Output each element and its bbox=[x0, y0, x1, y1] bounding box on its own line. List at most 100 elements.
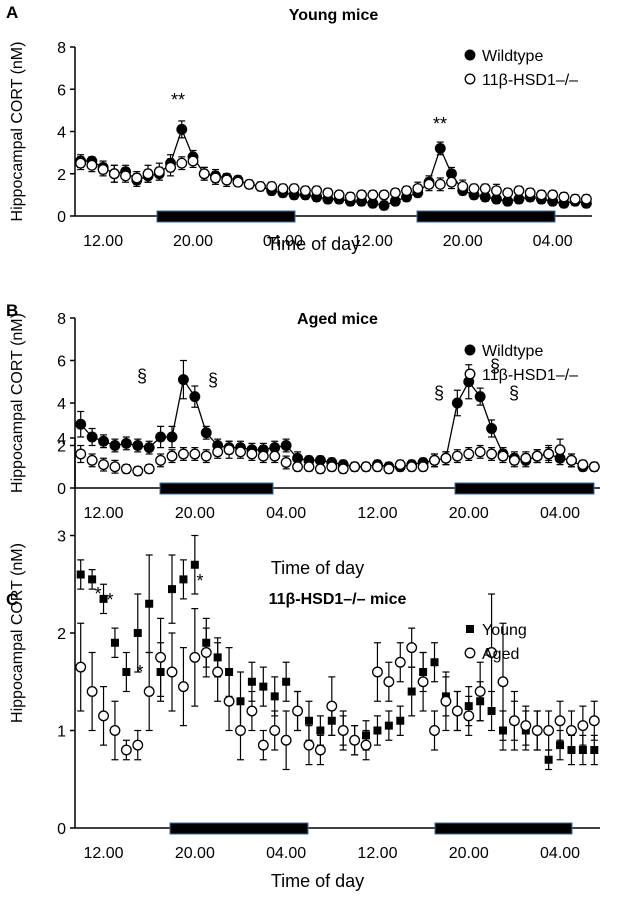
data-point bbox=[75, 157, 87, 169]
data-point bbox=[143, 442, 155, 454]
data-point bbox=[179, 575, 188, 584]
data-point bbox=[189, 448, 201, 460]
data-point bbox=[487, 707, 496, 715]
data-point bbox=[556, 741, 565, 750]
data-point bbox=[176, 157, 188, 169]
data-point bbox=[155, 454, 167, 466]
data-point bbox=[243, 178, 255, 190]
data-point bbox=[177, 681, 189, 693]
y-tick-label: 1 bbox=[57, 724, 66, 741]
data-point bbox=[451, 450, 463, 462]
data-point bbox=[246, 705, 258, 717]
data-point bbox=[259, 682, 268, 691]
data-point bbox=[371, 666, 383, 678]
significance-mark: ** bbox=[171, 90, 185, 110]
data-point bbox=[235, 725, 246, 736]
data-point bbox=[200, 427, 212, 439]
data-point bbox=[577, 459, 589, 471]
data-point bbox=[333, 189, 345, 201]
data-point bbox=[246, 448, 258, 460]
x-tick-label: 20.00 bbox=[443, 233, 483, 250]
data-point bbox=[520, 452, 532, 464]
legend-marker bbox=[464, 647, 476, 659]
data-point bbox=[434, 178, 446, 190]
significance-mark: § bbox=[509, 383, 519, 403]
data-point bbox=[225, 668, 234, 676]
y-tick-label: 6 bbox=[57, 82, 66, 99]
data-point bbox=[189, 391, 201, 403]
data-point bbox=[99, 594, 108, 603]
data-point bbox=[491, 185, 502, 197]
data-point bbox=[429, 454, 440, 466]
y-tick-label: 8 bbox=[57, 311, 66, 328]
data-point bbox=[406, 461, 418, 473]
data-point bbox=[235, 446, 246, 458]
data-point bbox=[337, 725, 349, 736]
data-point bbox=[406, 642, 418, 654]
y-axis-label: Hippocampal CORT (nM) bbox=[9, 42, 26, 222]
data-point bbox=[75, 661, 87, 673]
data-point bbox=[396, 716, 405, 725]
data-point bbox=[383, 463, 395, 475]
data-point bbox=[132, 465, 144, 477]
y-tick-label: 3 bbox=[57, 529, 66, 546]
data-point bbox=[479, 183, 491, 194]
x-tick-label: 12.00 bbox=[357, 845, 397, 862]
significance-mark: § bbox=[208, 370, 218, 390]
data-point bbox=[531, 725, 543, 736]
dark-phase-bar bbox=[434, 822, 573, 835]
x-axis-label: Time of day bbox=[271, 871, 364, 891]
data-point bbox=[269, 450, 281, 462]
dark-phase-bar bbox=[159, 482, 274, 495]
data-point bbox=[75, 418, 87, 430]
data-point bbox=[434, 142, 446, 154]
legend-label: 11β-HSD1–/– bbox=[482, 72, 578, 89]
data-point bbox=[75, 448, 87, 460]
data-point bbox=[187, 155, 199, 167]
data-point bbox=[303, 461, 315, 473]
data-point bbox=[316, 726, 325, 735]
data-point bbox=[367, 189, 379, 201]
data-point bbox=[155, 651, 167, 663]
y-tick-label: 2 bbox=[57, 439, 66, 456]
y-tick-label: 0 bbox=[57, 821, 66, 838]
data-point bbox=[86, 431, 98, 443]
data-point bbox=[236, 697, 245, 706]
data-point bbox=[464, 702, 473, 711]
data-point bbox=[166, 666, 178, 678]
data-point bbox=[288, 183, 300, 194]
data-point bbox=[566, 454, 577, 466]
panel-label: B bbox=[6, 301, 18, 320]
x-tick-label: 20.00 bbox=[449, 845, 489, 862]
series-line bbox=[80, 377, 595, 468]
data-point bbox=[198, 168, 210, 180]
data-point bbox=[463, 710, 475, 722]
y-axis-label: Hippocampal CORT (nM) bbox=[9, 543, 26, 723]
data-point bbox=[142, 168, 154, 180]
data-point bbox=[280, 440, 292, 451]
data-point bbox=[223, 695, 235, 707]
x-axis-label: Time of day bbox=[267, 234, 360, 254]
data-point bbox=[502, 187, 514, 199]
legend-marker bbox=[466, 625, 474, 633]
data-point bbox=[430, 658, 439, 667]
data-point bbox=[440, 452, 452, 464]
data-point bbox=[221, 174, 233, 186]
significance-mark: * bbox=[106, 590, 113, 610]
data-point bbox=[213, 653, 222, 662]
data-point bbox=[176, 123, 188, 135]
data-point bbox=[88, 575, 97, 584]
y-tick-label: 4 bbox=[57, 396, 66, 413]
data-point bbox=[109, 440, 121, 451]
chart-title: 11β-HSD1–/– mice bbox=[269, 591, 407, 608]
data-point bbox=[588, 715, 600, 727]
data-point bbox=[277, 183, 289, 194]
data-point bbox=[299, 185, 311, 197]
data-point bbox=[120, 744, 132, 756]
data-point bbox=[122, 668, 131, 676]
data-point bbox=[394, 656, 406, 668]
data-point bbox=[588, 461, 600, 473]
data-point bbox=[311, 185, 323, 197]
significance-mark: § bbox=[490, 356, 500, 376]
